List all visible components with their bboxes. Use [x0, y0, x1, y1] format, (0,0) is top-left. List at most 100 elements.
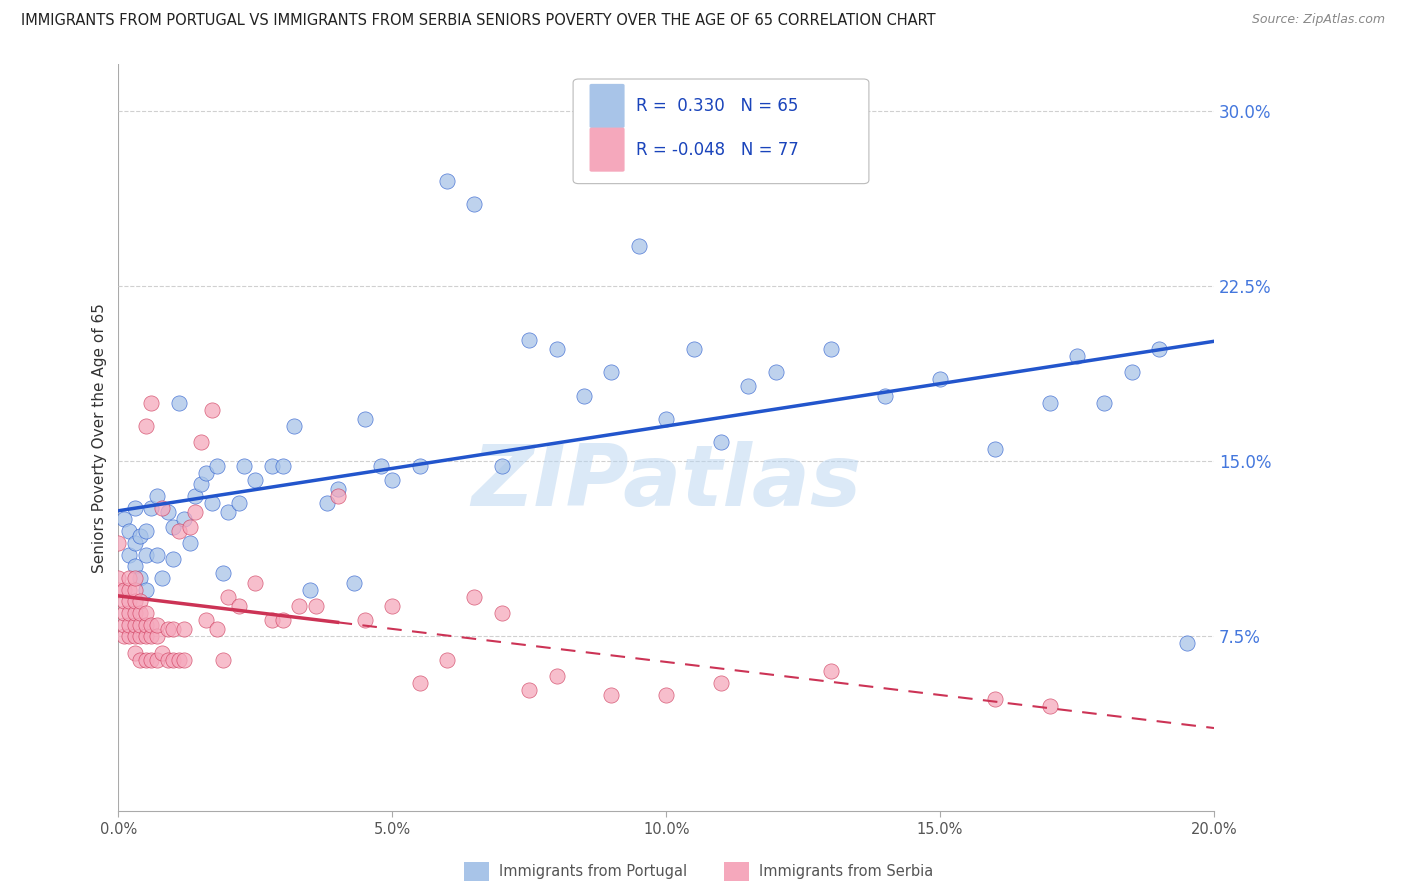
Point: [195, 466, 218, 480]
Point: [124, 571, 146, 585]
Point: [326, 482, 349, 496]
Point: [463, 197, 485, 211]
Point: [173, 512, 195, 526]
Point: [288, 599, 311, 613]
FancyBboxPatch shape: [589, 128, 624, 171]
Point: [129, 629, 152, 643]
Point: [167, 524, 190, 538]
Point: [875, 389, 897, 403]
Point: [354, 613, 377, 627]
Point: [245, 473, 267, 487]
Point: [129, 571, 152, 585]
Point: [710, 435, 733, 450]
Point: [124, 594, 146, 608]
Point: [245, 575, 267, 590]
Point: [129, 617, 152, 632]
Point: [1147, 342, 1170, 356]
Point: [546, 669, 568, 683]
Point: [381, 599, 404, 613]
Point: [436, 174, 458, 188]
Point: [124, 500, 146, 515]
Point: [118, 629, 141, 643]
Text: Source: ZipAtlas.com: Source: ZipAtlas.com: [1251, 13, 1385, 27]
Point: [156, 506, 179, 520]
Point: [984, 442, 1007, 457]
Point: [205, 622, 228, 636]
Point: [141, 629, 163, 643]
Point: [141, 617, 163, 632]
Point: [135, 524, 157, 538]
Point: [162, 652, 184, 666]
Point: [211, 652, 233, 666]
Text: ZIPatlas: ZIPatlas: [471, 442, 862, 524]
Point: [162, 552, 184, 566]
Point: [491, 606, 513, 620]
Point: [326, 489, 349, 503]
Point: [162, 622, 184, 636]
Point: [343, 575, 366, 590]
Point: [184, 506, 207, 520]
Point: [150, 646, 173, 660]
Text: R =  0.330   N = 65: R = 0.330 N = 65: [636, 97, 799, 115]
Point: [1039, 699, 1062, 714]
Point: [124, 629, 146, 643]
Point: [124, 646, 146, 660]
Point: [315, 496, 337, 510]
Point: [146, 617, 169, 632]
FancyBboxPatch shape: [574, 79, 869, 184]
Point: [217, 590, 239, 604]
Point: [655, 688, 678, 702]
Point: [354, 412, 377, 426]
Point: [195, 613, 218, 627]
Point: [118, 606, 141, 620]
Point: [118, 548, 141, 562]
Point: [141, 652, 163, 666]
Point: [627, 239, 650, 253]
Point: [304, 599, 326, 613]
Point: [173, 652, 195, 666]
Point: [682, 342, 704, 356]
Point: [233, 458, 256, 473]
Point: [150, 571, 173, 585]
Point: [655, 412, 678, 426]
Y-axis label: Seniors Poverty Over the Age of 65: Seniors Poverty Over the Age of 65: [93, 302, 107, 573]
Point: [146, 489, 169, 503]
Point: [179, 519, 201, 533]
Point: [135, 419, 157, 434]
Point: [710, 676, 733, 690]
Point: [124, 582, 146, 597]
Point: [200, 496, 222, 510]
Point: [436, 652, 458, 666]
Point: [929, 372, 952, 386]
Text: IMMIGRANTS FROM PORTUGAL VS IMMIGRANTS FROM SERBIA SENIORS POVERTY OVER THE AGE : IMMIGRANTS FROM PORTUGAL VS IMMIGRANTS F…: [21, 13, 936, 29]
Point: [135, 617, 157, 632]
Point: [211, 566, 233, 581]
Point: [600, 365, 623, 379]
Point: [150, 500, 173, 515]
Point: [283, 419, 305, 434]
Point: [820, 665, 842, 679]
Point: [217, 506, 239, 520]
Point: [129, 606, 152, 620]
Point: [118, 594, 141, 608]
Point: [129, 652, 152, 666]
Point: [184, 489, 207, 503]
Point: [271, 613, 294, 627]
Text: Immigrants from Portugal: Immigrants from Portugal: [499, 864, 688, 879]
Point: [299, 582, 322, 597]
FancyBboxPatch shape: [589, 84, 624, 128]
Point: [491, 458, 513, 473]
Point: [463, 590, 485, 604]
Point: [167, 395, 190, 409]
Point: [129, 594, 152, 608]
Point: [228, 496, 250, 510]
Point: [200, 402, 222, 417]
Point: [146, 548, 169, 562]
Point: [107, 582, 129, 597]
Point: [135, 606, 157, 620]
Point: [190, 477, 212, 491]
Point: [107, 536, 129, 550]
Point: [572, 389, 595, 403]
Text: Immigrants from Serbia: Immigrants from Serbia: [759, 864, 934, 879]
Point: [162, 519, 184, 533]
